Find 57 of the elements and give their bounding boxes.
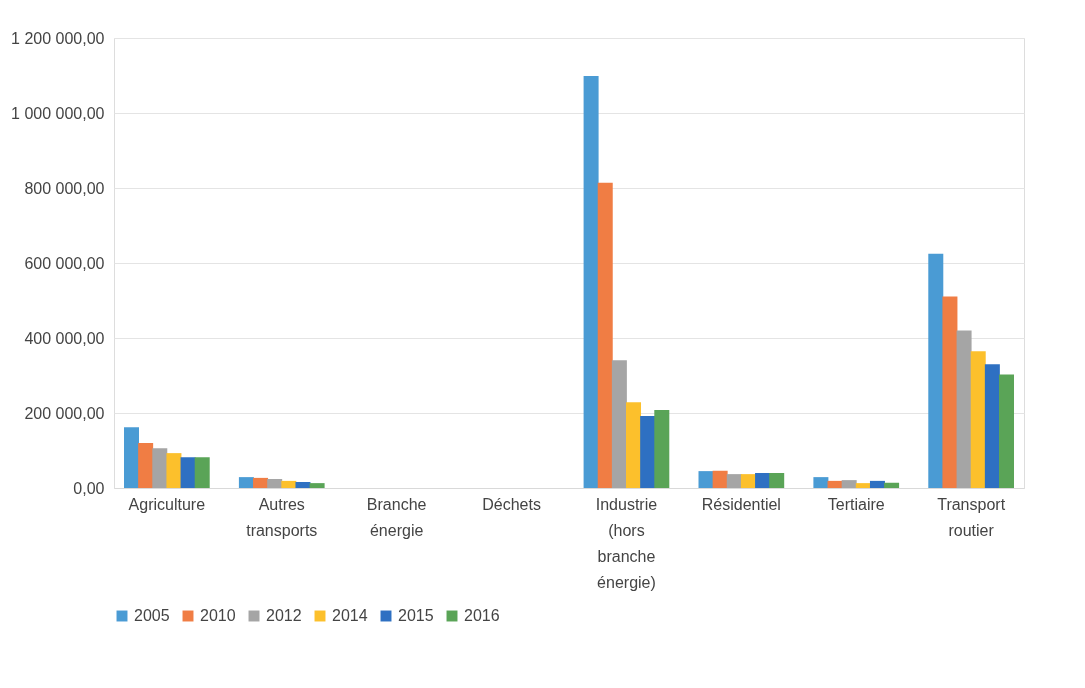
y-tick-label: 0,00: [73, 479, 105, 497]
bar: [267, 479, 283, 488]
bar: [281, 480, 297, 488]
bar: [295, 482, 311, 488]
bar: [740, 474, 756, 488]
bar: [309, 483, 325, 488]
bar: [984, 364, 1000, 488]
bar: [869, 480, 885, 488]
bar: [238, 477, 254, 488]
bar: [698, 471, 714, 488]
y-tick-label: 1 000 000,00: [11, 104, 105, 122]
bar: [654, 410, 670, 488]
bar: [166, 453, 182, 488]
bar: [999, 374, 1014, 488]
x-tick-label: Tertiaire: [827, 495, 885, 513]
legend-label: 2016: [464, 607, 500, 624]
x-tick-label: Agriculture: [128, 495, 206, 513]
bar: [597, 182, 613, 488]
bar: [942, 296, 958, 488]
bar: [712, 470, 728, 488]
bar: [827, 480, 843, 488]
bar: [640, 416, 656, 488]
bar: [970, 351, 986, 488]
bar: [928, 253, 944, 488]
y-tick-label: 200 000,00: [24, 404, 105, 422]
bar: [180, 457, 196, 488]
bar: [855, 483, 871, 488]
bar: [956, 330, 972, 488]
bar: [769, 473, 785, 488]
bar: [152, 448, 168, 488]
x-tick-label: Autres transports: [246, 495, 318, 539]
bar: [124, 427, 139, 488]
legend-label: 2012: [266, 607, 302, 624]
y-tick-label: 400 000,00: [24, 329, 105, 347]
bar: [194, 457, 210, 488]
legend-label: 2014: [332, 607, 368, 624]
x-tick-label: Déchets: [482, 495, 541, 513]
y-tick-label: 800 000,00: [24, 179, 105, 197]
x-tick-label: Branche énergie: [366, 495, 427, 539]
bar: [884, 482, 900, 488]
bar: [726, 474, 742, 488]
bar: [813, 477, 829, 488]
bar: [626, 402, 642, 488]
y-tick-label: 600 000,00: [24, 254, 105, 272]
x-tick-label: Résidentiel: [701, 495, 781, 513]
bar: [138, 443, 154, 488]
bar: [841, 480, 857, 488]
legend-label: 2015: [398, 607, 434, 624]
bar: [583, 75, 599, 488]
x-tick-label: Industrie (hors branche énergie): [595, 495, 658, 591]
bar: [253, 477, 269, 488]
legend-label: 2010: [200, 607, 236, 624]
bar: [611, 360, 627, 488]
bar: [755, 473, 771, 488]
x-tick-label: Transport routier: [937, 495, 1006, 539]
y-tick-label: 1 200 000,00: [11, 29, 105, 47]
legend-label: 2005: [134, 607, 170, 624]
